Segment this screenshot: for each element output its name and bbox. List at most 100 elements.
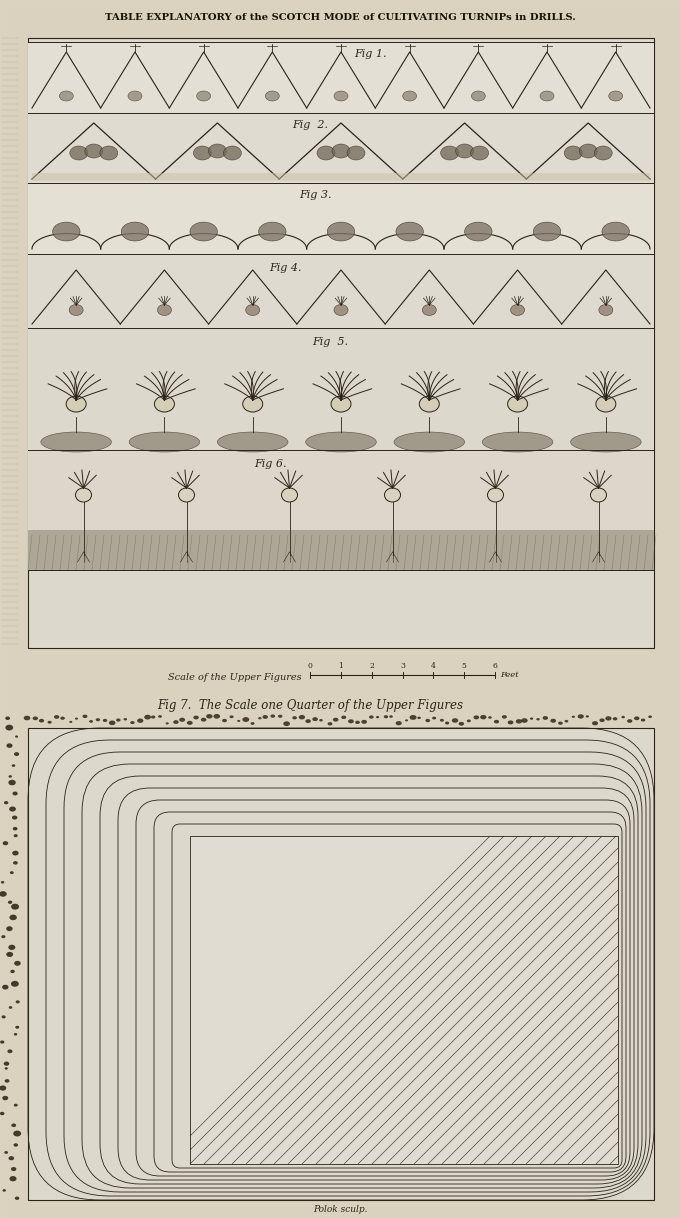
Ellipse shape — [10, 1164, 18, 1170]
Bar — [28, 38, 654, 648]
Ellipse shape — [4, 999, 11, 1004]
Ellipse shape — [515, 717, 521, 721]
Ellipse shape — [571, 715, 576, 719]
Ellipse shape — [641, 716, 646, 720]
Ellipse shape — [85, 144, 103, 158]
Ellipse shape — [25, 716, 31, 721]
Ellipse shape — [5, 717, 9, 721]
Ellipse shape — [13, 881, 21, 887]
Ellipse shape — [4, 989, 8, 991]
Ellipse shape — [190, 222, 218, 241]
Text: Polok sculp.: Polok sculp. — [313, 1206, 367, 1214]
Ellipse shape — [424, 716, 430, 721]
Ellipse shape — [6, 745, 12, 750]
Ellipse shape — [348, 715, 353, 717]
Text: Fig 3.: Fig 3. — [299, 190, 331, 200]
Bar — [28, 113, 654, 183]
Ellipse shape — [1, 1122, 7, 1127]
Ellipse shape — [54, 716, 61, 721]
Ellipse shape — [545, 722, 548, 725]
Ellipse shape — [540, 91, 554, 101]
Ellipse shape — [197, 91, 211, 101]
Ellipse shape — [250, 717, 254, 721]
Bar — [32, 173, 650, 181]
Text: 5: 5 — [462, 663, 466, 670]
Ellipse shape — [242, 717, 248, 722]
Ellipse shape — [8, 899, 15, 905]
Ellipse shape — [480, 717, 485, 720]
Ellipse shape — [38, 715, 44, 719]
Ellipse shape — [6, 905, 14, 911]
Ellipse shape — [3, 1080, 8, 1085]
Text: Fig 4.: Fig 4. — [269, 263, 301, 273]
Ellipse shape — [0, 935, 7, 942]
Ellipse shape — [334, 304, 348, 315]
Ellipse shape — [2, 843, 7, 848]
Ellipse shape — [441, 146, 458, 160]
Ellipse shape — [306, 717, 312, 721]
Ellipse shape — [10, 1058, 17, 1063]
Ellipse shape — [12, 811, 16, 814]
Ellipse shape — [602, 222, 630, 241]
Ellipse shape — [3, 1034, 7, 1037]
Ellipse shape — [13, 1188, 20, 1192]
Ellipse shape — [2, 800, 9, 805]
Ellipse shape — [384, 488, 401, 502]
Ellipse shape — [530, 721, 534, 723]
Ellipse shape — [256, 717, 261, 721]
Ellipse shape — [227, 716, 233, 721]
Ellipse shape — [218, 432, 288, 452]
Text: TABLE EXPLANATORY of the SCOTCH MODE of CULTIVATING TURNIPs in DRILLS.: TABLE EXPLANATORY of the SCOTCH MODE of … — [105, 13, 575, 22]
Ellipse shape — [143, 715, 149, 719]
Ellipse shape — [215, 717, 219, 720]
Ellipse shape — [593, 721, 596, 723]
Bar — [28, 41, 654, 113]
Ellipse shape — [391, 716, 394, 719]
Ellipse shape — [4, 927, 12, 933]
Ellipse shape — [152, 716, 157, 720]
Ellipse shape — [0, 960, 7, 965]
Ellipse shape — [178, 488, 194, 502]
Ellipse shape — [14, 783, 20, 788]
Ellipse shape — [12, 1043, 15, 1045]
Ellipse shape — [636, 719, 640, 721]
Text: 0: 0 — [307, 663, 312, 670]
Ellipse shape — [471, 146, 489, 160]
Ellipse shape — [590, 488, 607, 502]
Ellipse shape — [578, 719, 583, 722]
Ellipse shape — [9, 885, 16, 890]
Ellipse shape — [6, 1004, 14, 1009]
Ellipse shape — [129, 432, 200, 452]
Ellipse shape — [607, 721, 612, 725]
Ellipse shape — [11, 789, 17, 794]
Ellipse shape — [75, 488, 92, 502]
Ellipse shape — [312, 717, 317, 721]
Ellipse shape — [452, 717, 458, 721]
Ellipse shape — [208, 144, 226, 158]
Ellipse shape — [521, 717, 528, 722]
Ellipse shape — [1, 1129, 7, 1134]
Ellipse shape — [14, 1051, 20, 1055]
Ellipse shape — [2, 726, 10, 731]
Ellipse shape — [422, 304, 437, 315]
Ellipse shape — [403, 91, 417, 101]
Ellipse shape — [277, 719, 282, 722]
Ellipse shape — [131, 722, 135, 725]
Ellipse shape — [369, 716, 373, 720]
Ellipse shape — [193, 721, 199, 725]
Ellipse shape — [508, 715, 514, 719]
Ellipse shape — [649, 719, 652, 721]
Ellipse shape — [6, 1085, 14, 1090]
Ellipse shape — [396, 716, 403, 721]
Text: Feet: Feet — [500, 671, 519, 678]
Ellipse shape — [328, 720, 331, 722]
Ellipse shape — [347, 146, 365, 160]
Ellipse shape — [12, 940, 19, 945]
Ellipse shape — [157, 719, 164, 723]
Ellipse shape — [418, 716, 423, 720]
Ellipse shape — [286, 716, 290, 720]
Ellipse shape — [471, 91, 486, 101]
Text: 6: 6 — [492, 663, 498, 670]
Bar — [28, 183, 654, 255]
Ellipse shape — [409, 716, 415, 721]
